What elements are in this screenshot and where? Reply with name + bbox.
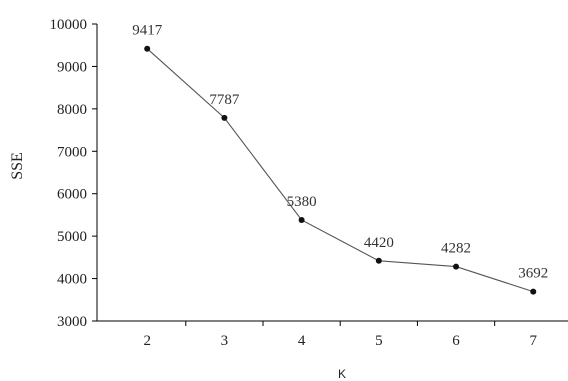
y-tick-label: 9000	[57, 59, 87, 75]
x-tick-label: 2	[143, 333, 151, 349]
x-tick-label: 3	[221, 333, 229, 349]
data-label: 5380	[287, 194, 317, 210]
x-axis-title: K	[338, 367, 346, 381]
data-point	[298, 217, 305, 224]
data-label: 7787	[209, 92, 240, 108]
y-tick-label: 3000	[57, 314, 87, 330]
data-labels: 9417 7787 5380 4420 4282 3692	[132, 23, 548, 282]
data-point	[453, 263, 460, 270]
data-label: 4282	[441, 241, 471, 257]
data-point	[375, 257, 382, 264]
data-label: 4420	[364, 235, 394, 251]
y-axis-title: SSE	[9, 152, 26, 180]
x-tick-label: 4	[298, 333, 306, 349]
y-tick-label: 5000	[57, 229, 87, 245]
data-point	[144, 45, 151, 52]
data-point	[221, 114, 228, 121]
y-tick-label: 8000	[57, 102, 87, 118]
chart-axes	[92, 23, 568, 326]
data-label: 9417	[132, 23, 163, 39]
y-tick-labels: 3000 4000 5000 6000 7000 8000 9000 10000	[50, 17, 88, 330]
y-tick-label: 6000	[57, 187, 87, 203]
x-tick-label: 7	[530, 333, 538, 349]
y-tick-label: 7000	[57, 144, 87, 160]
sse-series	[144, 45, 537, 295]
x-tick-label: 6	[452, 333, 460, 349]
sse-line	[146, 48, 534, 293]
x-tick-labels: 2 3 4 5 6 7	[143, 333, 537, 349]
data-point	[530, 288, 537, 295]
y-tick-label: 4000	[57, 272, 87, 288]
y-tick-label: 10000	[50, 17, 88, 33]
x-tick-label: 5	[375, 333, 383, 349]
data-label: 3692	[518, 266, 548, 282]
